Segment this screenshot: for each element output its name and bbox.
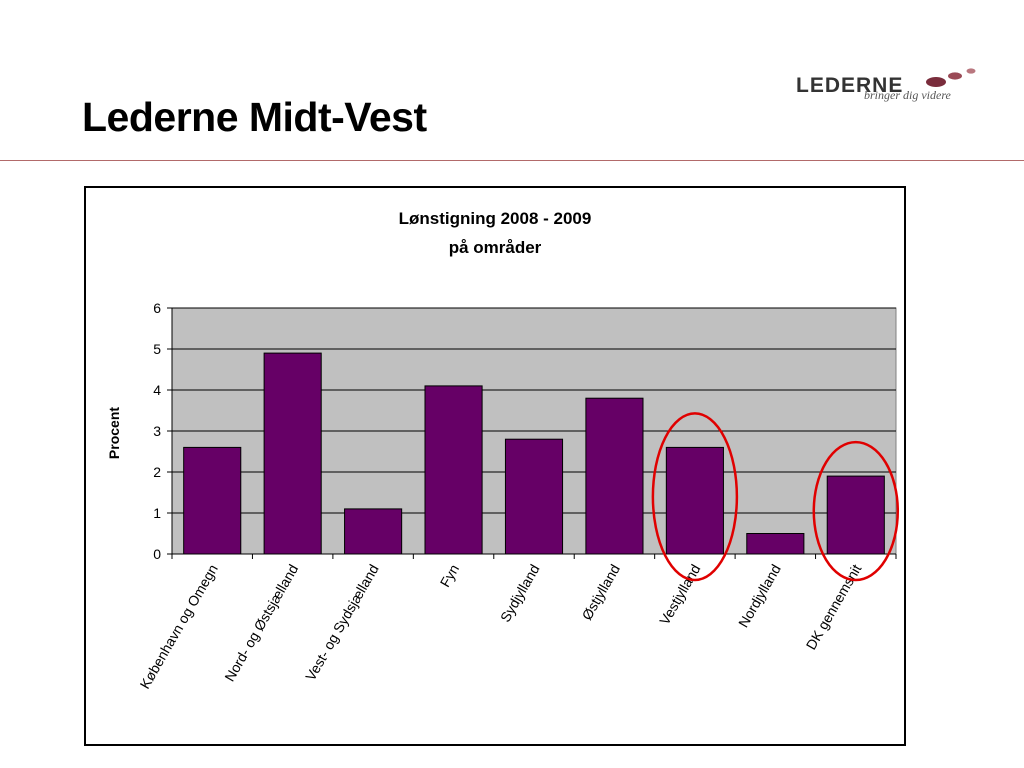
logo-dot-large: [926, 77, 946, 87]
logo-wordmark: LEDERNE: [796, 74, 904, 97]
bar: [424, 385, 483, 555]
bar: [344, 508, 403, 555]
y-axis-label: Procent: [106, 407, 122, 459]
plot-area: 0 1 2 3 4 5 6 København og Omegn Nord- og Østsjæ…: [137, 300, 900, 692]
logo-dots-icon: [926, 68, 976, 87]
bar: [504, 438, 564, 555]
y-tick-label: 0: [153, 546, 161, 562]
chart-title-line-1: Lønstigning 2008 - 2009: [399, 209, 592, 228]
y-tick-label: 3: [153, 423, 161, 439]
header-divider: [0, 160, 1024, 161]
y-tick-label: 5: [153, 341, 161, 357]
chart-title-line-2: på områder: [449, 238, 542, 257]
logo-dot-mid: [948, 72, 962, 80]
bar: [826, 475, 885, 555]
x-tick-label: Nordjylland: [735, 562, 784, 631]
y-tick-label: 2: [153, 464, 161, 480]
x-tick-label: DK gennemsnit: [803, 561, 865, 652]
logo: LEDERNE bringer dig videre: [796, 64, 986, 114]
y-tick-label: 4: [153, 382, 161, 398]
x-tick-label: Nord- og Østsjælland: [221, 562, 301, 685]
x-tick-label: Vestjylland: [656, 562, 703, 628]
x-tick-label: Fyn: [437, 562, 463, 590]
bar: [665, 446, 724, 555]
logo-dot-small: [966, 68, 976, 74]
highlight-circle: [651, 412, 739, 582]
bar: [585, 397, 644, 555]
bar: [263, 352, 322, 555]
bar: [183, 446, 242, 555]
x-tick-label: Vest- og Sydsjælland: [302, 562, 382, 684]
bar-chart: Lønstigning 2008 - 2009 på områder Proce…: [106, 209, 900, 692]
x-tick-label: København og Omegn: [137, 562, 221, 692]
logo-tagline: bringer dig videre: [864, 88, 951, 102]
chart-frame: Lønstigning 2008 - 2009 på områder Proce…: [84, 186, 906, 746]
x-tick-label: Østjylland: [578, 562, 623, 623]
x-tick-label: Sydjylland: [497, 562, 543, 625]
y-tick-label: 1: [153, 505, 161, 521]
slide-title: Lederne Midt-Vest: [82, 94, 427, 140]
highlight-circle: [812, 440, 900, 582]
bar: [746, 533, 805, 555]
y-tick-label: 6: [153, 300, 161, 316]
